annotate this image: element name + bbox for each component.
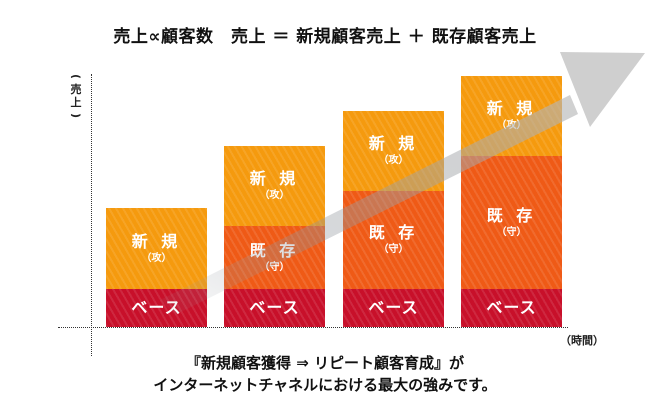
segment-new: 新 規 （攻） (343, 111, 444, 191)
segment-base: ベース (461, 289, 562, 327)
segment-base-label: ベース (368, 298, 419, 317)
segment-new: 新 規 （攻） (461, 76, 562, 156)
segment-existing: 既 存 （守） (343, 191, 444, 289)
bar-period-4: 新 規 （攻） 既 存 （守） ベース (461, 76, 562, 327)
caption-line-1: 『新規顧客獲得 ⇒ リピート顧客育成』が (185, 354, 464, 372)
segment-new: 新 規 （攻） (106, 208, 207, 289)
segment-existing-label: 既 存 (249, 240, 300, 260)
segment-new-sub: （攻） (496, 120, 527, 131)
bar-period-3: 新 規 （攻） 既 存 （守） ベース (343, 111, 444, 327)
bar-period-2: 新 規 （攻） 既 存 （守） ベース (224, 146, 325, 327)
segment-new-sub: （攻） (378, 155, 409, 166)
x-axis (58, 327, 568, 328)
segment-new: 新 規 （攻） (224, 146, 325, 226)
segment-base: ベース (343, 289, 444, 327)
segment-existing: 既 存 （守） (224, 226, 325, 289)
segment-existing-sub: （守） (259, 261, 290, 273)
segment-new-label: 新 規 (368, 134, 419, 153)
segment-new-label: 新 規 (131, 231, 182, 251)
segment-new-sub: （攻） (259, 190, 290, 201)
segment-new-sub: （攻） (141, 252, 172, 264)
segment-existing-sub: （守） (496, 226, 527, 238)
diagram-title: 売上∝顧客数 売上 ＝ 新規顧客売上 ＋ 既存顧客売上 (113, 27, 537, 47)
y-axis-label: ( 売 上 ) (69, 73, 83, 119)
segment-existing-label: 既 存 (486, 205, 537, 225)
segment-base-label: ベース (131, 298, 182, 317)
caption-line-2: インターネットチャネルにおける最大の強みです。 (153, 376, 497, 394)
segment-existing: 既 存 （守） (461, 156, 562, 289)
y-axis (91, 74, 92, 356)
segment-base-label: ベース (486, 298, 537, 317)
bar-period-1: 新 規 （攻） ベース (106, 208, 207, 327)
x-axis-label: （時間） (560, 334, 604, 347)
segment-new-label: 新 規 (486, 99, 537, 118)
segment-existing-sub: （守） (378, 244, 409, 255)
segment-new-label: 新 規 (249, 169, 300, 188)
segment-base: ベース (224, 289, 325, 327)
segment-base: ベース (106, 289, 207, 327)
segment-base-label: ベース (249, 298, 300, 317)
segment-existing-label: 既 存 (368, 223, 419, 242)
